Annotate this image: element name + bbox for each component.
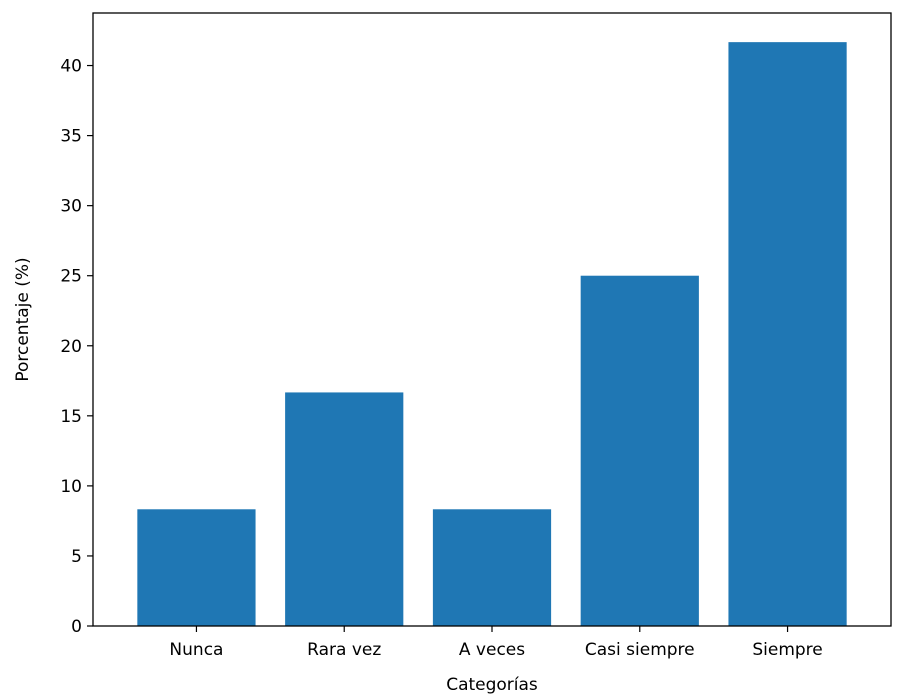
bar-1 <box>285 392 404 626</box>
y-tick-label-0: 0 <box>71 617 82 637</box>
y-axis-title: Porcentaje (%) <box>13 257 33 381</box>
x-tick-label-2: A veces <box>459 640 525 660</box>
x-axis-title: Categorías <box>446 675 538 695</box>
y-axis-ticks: 0 5 10 15 20 25 30 35 40 <box>60 57 93 637</box>
bar-2 <box>432 509 552 626</box>
y-tick-label-6: 30 <box>60 197 82 217</box>
x-tick-label-4: Siempre <box>752 640 822 660</box>
plot-frame <box>92 12 892 627</box>
y-tick-label-7: 35 <box>60 127 82 147</box>
y-tick-label-4: 20 <box>60 337 82 357</box>
y-tick-label-2: 10 <box>60 477 82 497</box>
bar-3 <box>580 275 699 626</box>
y-tick-label-3: 15 <box>60 407 82 427</box>
y-tick-label-8: 40 <box>60 57 82 77</box>
y-tick-label-5: 25 <box>60 267 82 287</box>
x-axis-ticks: Nunca Rara vez A veces Casi siempre Siempre <box>169 626 823 660</box>
bar-0 <box>137 509 256 626</box>
x-tick-label-1: Rara vez <box>307 640 381 660</box>
x-tick-label-0: Nunca <box>169 640 223 660</box>
y-tick-label-1: 5 <box>71 547 82 567</box>
bar-4 <box>728 42 847 626</box>
x-tick-label-3: Casi siempre <box>585 640 695 660</box>
bars-group <box>137 42 847 626</box>
